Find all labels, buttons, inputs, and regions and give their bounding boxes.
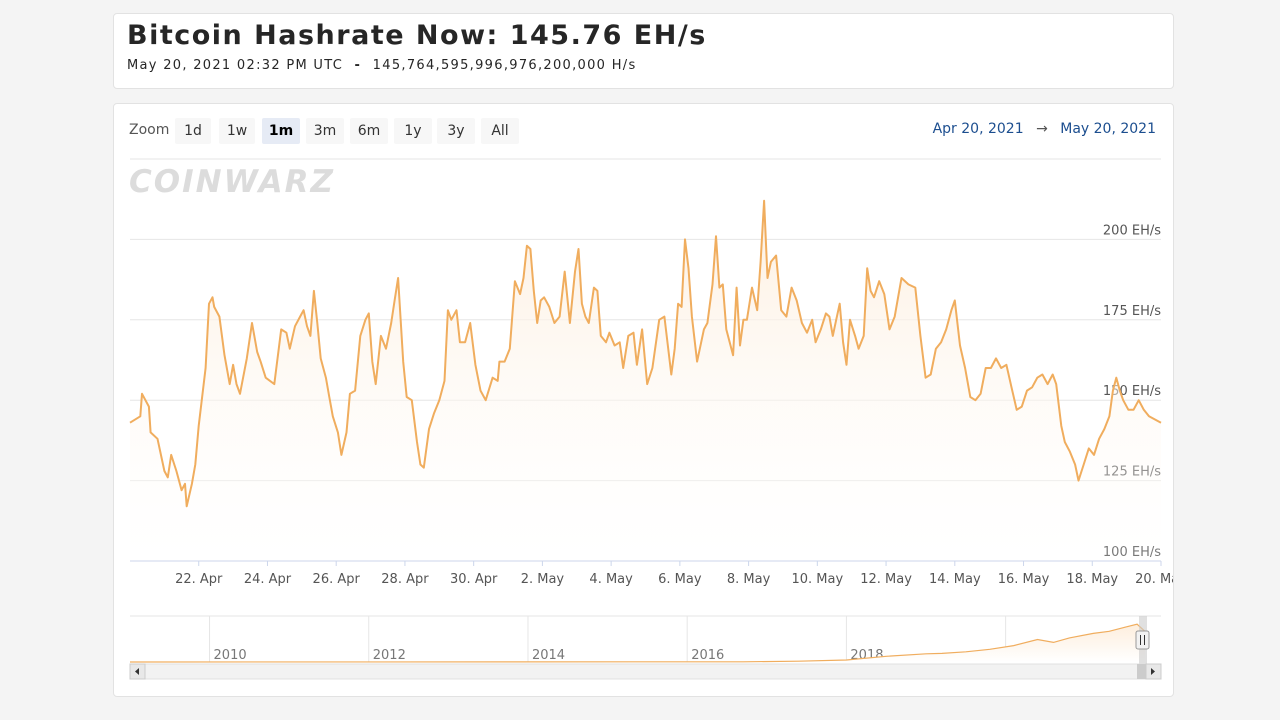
navigator-handle[interactable]: [1135, 630, 1150, 650]
arrow-right-icon: →: [1036, 121, 1048, 137]
x-tick-label: 28. Apr: [381, 572, 429, 587]
date-range: Apr 20, 2021 → May 20, 2021: [933, 121, 1156, 137]
series-area: [130, 200, 1161, 562]
zoom-1y-button[interactable]: 1y: [394, 118, 432, 144]
zoom-1d-button[interactable]: 1d: [175, 118, 211, 144]
zoom-1w-button[interactable]: 1w: [219, 118, 255, 144]
chevron-left-icon: [135, 668, 139, 675]
navigator-year-label: 2014: [532, 648, 565, 663]
separator: -: [354, 58, 362, 73]
x-tick-label: 26. Apr: [313, 572, 361, 587]
chevron-right-icon: [1151, 668, 1155, 675]
x-tick-label: 6. May: [658, 572, 702, 587]
x-tick-label: 2. May: [521, 572, 565, 587]
navigator-year-label: 2010: [214, 648, 247, 663]
navigator-handle-box: [1135, 630, 1150, 650]
scrollbar-left-button[interactable]: [129, 663, 146, 680]
x-tick-label: 30. Apr: [450, 572, 498, 587]
x-tick-label: 4. May: [589, 572, 633, 587]
zoom-3m-button[interactable]: 3m: [306, 118, 344, 144]
x-tick-label: 14. May: [929, 572, 981, 587]
range-from-input[interactable]: Apr 20, 2021: [932, 121, 1024, 137]
navigator-year-label: 2016: [691, 648, 724, 663]
scrollbar-thumb[interactable]: [1137, 664, 1146, 679]
scrollbar-right-button[interactable]: [1145, 663, 1162, 680]
zoom-6m-button[interactable]: 6m: [350, 118, 388, 144]
zoom-1m-button[interactable]: 1m: [262, 118, 300, 144]
x-tick-label: 16. May: [998, 572, 1050, 587]
x-tick-label: 22. Apr: [175, 572, 223, 587]
scrollbar-track: [129, 663, 1162, 680]
navigator-year-label: 2012: [373, 648, 406, 663]
x-tick-label: 10. May: [791, 572, 843, 587]
hashrate-subtitle: May 20, 2021 02:32 PM UTC - 145,764,595,…: [127, 58, 637, 73]
x-tick-label: 18. May: [1066, 572, 1118, 587]
hashrate-hs-value: 145,764,595,996,976,200,000 H/s: [372, 58, 637, 73]
zoom-all-button[interactable]: All: [481, 118, 519, 144]
x-tick-label: 8. May: [727, 572, 771, 587]
x-tick-label: 12. May: [860, 572, 912, 587]
range-to-input[interactable]: May 20, 2021: [1060, 121, 1156, 137]
page-title: Bitcoin Hashrate Now: 145.76 EH/s: [127, 20, 707, 51]
series-line: [129, 199, 1162, 508]
coinwarz-watermark-logo: COINWARZ: [129, 164, 336, 200]
x-tick-label: 24. Apr: [244, 572, 292, 587]
chart-card: Zoom 1d 1w 1m 3m 6m 1y 3y All Apr 20, 20…: [113, 103, 1174, 697]
navigator-line: [129, 623, 1146, 663]
timestamp: May 20, 2021 02:32 PM UTC: [127, 58, 344, 73]
y-tick-label: 200 EH/s: [1103, 223, 1161, 238]
zoom-3y-button[interactable]: 3y: [437, 118, 475, 144]
navigator-area: [130, 624, 1145, 662]
y-tick-label: 175 EH/s: [1103, 304, 1161, 319]
x-tick-label: 20. May: [1135, 572, 1173, 587]
header-card: Bitcoin Hashrate Now: 145.76 EH/s May 20…: [113, 13, 1174, 89]
zoom-label: Zoom: [129, 122, 170, 138]
